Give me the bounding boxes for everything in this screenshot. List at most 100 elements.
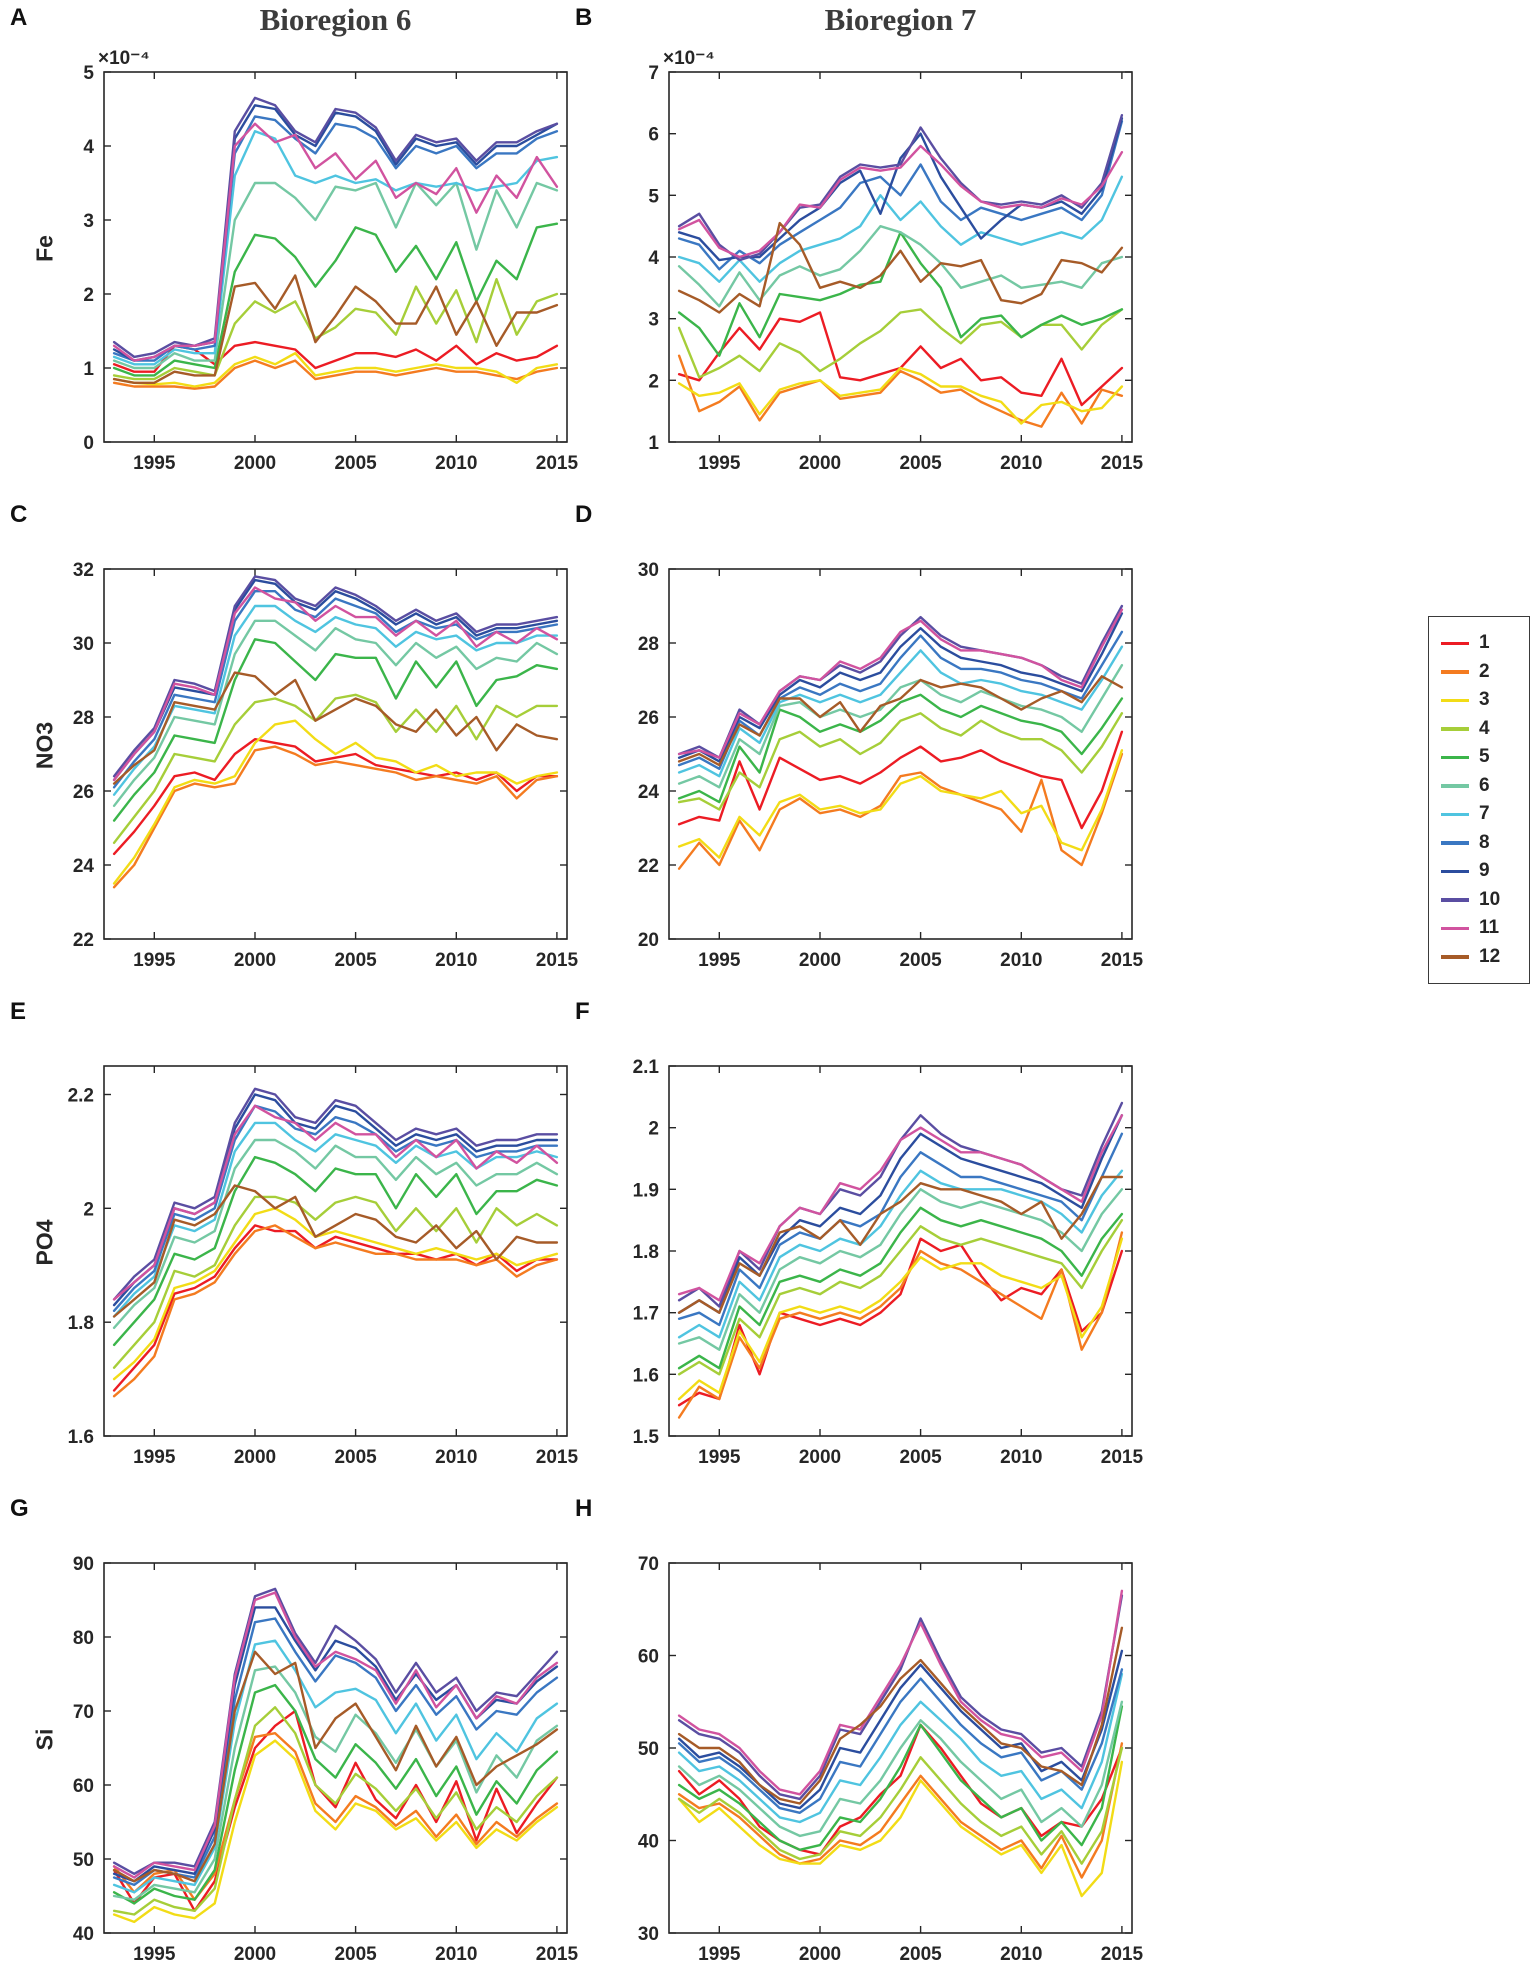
svg-text:4: 4 bbox=[648, 248, 659, 269]
legend-swatch bbox=[1441, 698, 1469, 702]
legend-label: 12 bbox=[1479, 945, 1501, 967]
svg-text:6: 6 bbox=[648, 125, 659, 146]
svg-text:1.6: 1.6 bbox=[633, 1365, 659, 1386]
svg-text:1995: 1995 bbox=[698, 1447, 741, 1468]
legend-item-4: 4 bbox=[1441, 715, 1517, 744]
panel-H: H 1995 2000 2005 2010 2015 30 40 50 60 70 bbox=[575, 1491, 1166, 1988]
svg-text:80: 80 bbox=[73, 1628, 94, 1649]
plot-H: 1995 2000 2005 2010 2015 30 40 50 60 70 bbox=[638, 1554, 1144, 1965]
svg-text:3: 3 bbox=[648, 310, 659, 331]
panel-letter-f: F bbox=[575, 998, 590, 1025]
legend-swatch bbox=[1441, 812, 1469, 816]
svg-text:20: 20 bbox=[638, 930, 659, 951]
svg-text:30: 30 bbox=[73, 634, 94, 655]
svg-text:1: 1 bbox=[83, 359, 94, 380]
legend-label: 5 bbox=[1479, 746, 1490, 768]
svg-text:2010: 2010 bbox=[1000, 453, 1042, 474]
svg-text:2000: 2000 bbox=[234, 950, 276, 971]
legend-item-12: 12 bbox=[1441, 943, 1517, 972]
svg-text:2005: 2005 bbox=[334, 1944, 377, 1965]
svg-text:2010: 2010 bbox=[435, 950, 477, 971]
legend-item-3: 3 bbox=[1441, 686, 1517, 715]
svg-text:2: 2 bbox=[648, 1119, 659, 1140]
svg-text:1995: 1995 bbox=[133, 453, 176, 474]
svg-text:90: 90 bbox=[73, 1554, 94, 1575]
svg-text:1995: 1995 bbox=[698, 453, 741, 474]
legend-label: 2 bbox=[1479, 660, 1490, 682]
plot-D: 1995 2000 2005 2010 2015 20 22 24 26 28 30 bbox=[638, 560, 1144, 971]
svg-text:2015: 2015 bbox=[1101, 1447, 1144, 1468]
panel-letter-g: G bbox=[10, 1495, 29, 1522]
svg-text:24: 24 bbox=[638, 782, 660, 803]
svg-text:2015: 2015 bbox=[1101, 950, 1144, 971]
panel-A: A Bioregion 6 Fe 1995 2000 2005 2010 2015 0 1 2… bbox=[10, 0, 601, 497]
svg-text:×10⁻⁴: ×10⁻⁴ bbox=[98, 48, 150, 69]
svg-text:2000: 2000 bbox=[234, 1944, 276, 1965]
svg-text:2010: 2010 bbox=[1000, 1447, 1042, 1468]
svg-text:×10⁻⁴: ×10⁻⁴ bbox=[663, 48, 715, 69]
svg-text:70: 70 bbox=[638, 1554, 659, 1575]
legend-swatch bbox=[1441, 898, 1469, 902]
svg-text:2005: 2005 bbox=[899, 453, 942, 474]
column-title-bioregion-7: Bioregion 7 bbox=[824, 2, 977, 37]
svg-text:1995: 1995 bbox=[133, 1944, 176, 1965]
svg-text:5: 5 bbox=[648, 186, 659, 207]
svg-text:1.8: 1.8 bbox=[633, 1242, 659, 1263]
legend-swatch bbox=[1441, 784, 1469, 788]
legend-item-1: 1 bbox=[1441, 629, 1517, 658]
y-axis-label-po4: PO4 bbox=[31, 1219, 58, 1266]
svg-text:2015: 2015 bbox=[1101, 453, 1144, 474]
legend-swatch bbox=[1441, 755, 1469, 759]
svg-text:2015: 2015 bbox=[536, 950, 579, 971]
svg-text:32: 32 bbox=[73, 560, 94, 581]
panel-E: E PO4 1995 2000 2005 2010 2015 1.6 1.8 2 2.2 bbox=[10, 994, 601, 1491]
legend-item-5: 5 bbox=[1441, 743, 1517, 772]
svg-text:60: 60 bbox=[73, 1776, 94, 1797]
svg-text:2: 2 bbox=[648, 371, 659, 392]
svg-text:40: 40 bbox=[73, 1924, 94, 1945]
plot-E: 1995 2000 2005 2010 2015 1.6 1.8 2 2.2 bbox=[68, 1065, 579, 1468]
svg-text:50: 50 bbox=[73, 1850, 94, 1871]
panel-B: B Bioregion 7 1995 2000 2005 2010 2015 1 2 3 4 5 6… bbox=[575, 0, 1166, 497]
legend-swatch bbox=[1441, 869, 1469, 873]
plot-F: 1995 2000 2005 2010 2015 1.5 1.6 1.7 1.8 1.9 2 2.1 bbox=[633, 1057, 1144, 1468]
svg-text:2: 2 bbox=[83, 285, 94, 306]
plot-C: 1995 2000 2005 2010 2015 22 24 26 28 30 32 bbox=[73, 560, 579, 971]
svg-text:1995: 1995 bbox=[698, 950, 741, 971]
legend-item-7: 7 bbox=[1441, 800, 1517, 829]
y-axis-label-fe: Fe bbox=[31, 235, 58, 262]
svg-text:2000: 2000 bbox=[799, 1944, 841, 1965]
svg-text:2015: 2015 bbox=[1101, 1944, 1144, 1965]
svg-text:2000: 2000 bbox=[799, 453, 841, 474]
svg-text:2005: 2005 bbox=[334, 950, 377, 971]
svg-text:2000: 2000 bbox=[799, 1447, 841, 1468]
plot-B: 1995 2000 2005 2010 2015 1 2 3 4 5 6 7×10⁻⁴ bbox=[648, 48, 1144, 474]
svg-text:22: 22 bbox=[638, 856, 659, 877]
svg-text:1995: 1995 bbox=[698, 1944, 741, 1965]
panel-letter-e: E bbox=[10, 998, 27, 1025]
legend-swatch bbox=[1441, 641, 1469, 645]
legend-label: 7 bbox=[1479, 803, 1490, 825]
svg-text:50: 50 bbox=[638, 1739, 659, 1760]
svg-text:2005: 2005 bbox=[899, 1944, 942, 1965]
legend-item-11: 11 bbox=[1441, 914, 1517, 943]
svg-text:24: 24 bbox=[73, 856, 95, 877]
panel-G: G Si 1995 2000 2005 2010 2015 40 50 60 70 80 90 bbox=[10, 1491, 601, 1988]
legend-label: 1 bbox=[1479, 632, 1490, 654]
series-legend: 1 2 3 4 5 6 7 8 9 10 11 12 bbox=[1428, 616, 1530, 984]
legend-label: 10 bbox=[1479, 888, 1501, 910]
panel-letter-h: H bbox=[575, 1495, 593, 1522]
legend-label: 6 bbox=[1479, 774, 1490, 796]
svg-text:2005: 2005 bbox=[899, 1447, 942, 1468]
panel-letter-a: A bbox=[10, 4, 28, 31]
panel-C: C NO3 1995 2000 2005 2010 2015 22 24 26 28 30 32 bbox=[10, 497, 601, 994]
svg-text:4: 4 bbox=[83, 137, 94, 158]
svg-text:1995: 1995 bbox=[133, 950, 176, 971]
svg-text:2015: 2015 bbox=[536, 1447, 579, 1468]
svg-text:2.2: 2.2 bbox=[68, 1086, 94, 1107]
svg-text:2005: 2005 bbox=[334, 1447, 377, 1468]
legend-item-6: 6 bbox=[1441, 772, 1517, 801]
svg-text:2015: 2015 bbox=[536, 453, 579, 474]
panel-D: D 1995 2000 2005 2010 2015 20 22 24 26 28 30 bbox=[575, 497, 1166, 994]
legend-label: 11 bbox=[1479, 917, 1500, 939]
